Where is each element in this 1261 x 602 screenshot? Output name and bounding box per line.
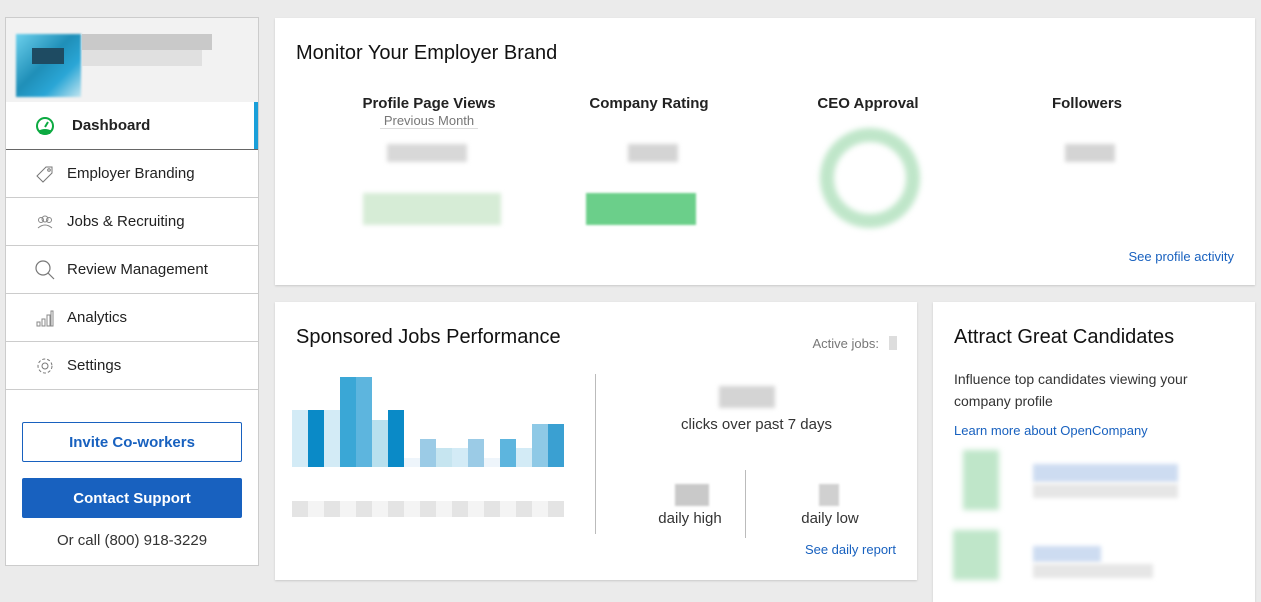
divider [595, 374, 596, 534]
stat-label: Company Rating [589, 95, 709, 112]
sidebar-item-label: Settings [67, 357, 122, 374]
sidebar-item-label: Analytics [67, 309, 128, 326]
chart-axis-label [516, 501, 532, 517]
sidebar-item-settings[interactable]: Settings [6, 342, 258, 390]
stat-ceo-approval: CEO Approval [768, 95, 968, 112]
redacted-value [628, 144, 678, 162]
chart-bar [548, 424, 564, 467]
invite-coworkers-button[interactable]: Invite Co-workers [22, 422, 242, 462]
people-icon [34, 211, 56, 233]
chart-axis-label [356, 501, 372, 517]
card-title: Sponsored Jobs Performance [296, 326, 561, 348]
chart-bar [468, 438, 484, 467]
stat-sublabel: Previous Month [379, 113, 479, 129]
chart-bar [404, 457, 420, 467]
chart-axis-label [388, 501, 404, 517]
sidebar-item-label: Employer Branding [67, 165, 195, 182]
chart-axis-label [404, 501, 420, 517]
sidebar-item-label: Jobs & Recruiting [67, 213, 185, 230]
daily-high-label: daily high [658, 510, 722, 527]
redacted-value [1065, 144, 1115, 162]
chart-axis-label [548, 501, 564, 517]
sidebar-item-review-management[interactable]: Review Management [6, 246, 258, 294]
chart-bar [308, 410, 324, 467]
chart-bar [324, 410, 340, 467]
redacted-row [1033, 464, 1178, 482]
divider [745, 470, 746, 538]
sidebar-item-label: Dashboard [72, 117, 151, 134]
chart-bar [372, 419, 388, 467]
chart-bar [340, 376, 356, 467]
redacted-value [819, 484, 839, 506]
chart-axis-label [452, 501, 468, 517]
company-logo [6, 18, 258, 102]
chart-axis-label [308, 501, 324, 517]
chart-bar [420, 438, 436, 467]
chart-bar [292, 410, 308, 467]
redacted-value [387, 144, 467, 162]
stat-followers: Followers [987, 95, 1187, 112]
redacted-row [963, 450, 999, 510]
see-daily-report-link[interactable]: See daily report [804, 542, 896, 557]
contact-support-button[interactable]: Contact Support [22, 478, 242, 518]
chart-bar [356, 376, 372, 467]
clicks-label: clicks over past 7 days [681, 416, 832, 433]
redacted-value [719, 386, 775, 408]
card-title: Monitor Your Employer Brand [296, 42, 558, 64]
redacted-count [889, 336, 897, 350]
chart-axis-label [372, 501, 388, 517]
stat-profile-views: Profile Page Views Previous Month [329, 95, 529, 130]
redacted-row [953, 530, 999, 580]
attract-candidates-card: Attract Great Candidates Influence top c… [933, 302, 1255, 602]
redacted-row [1033, 564, 1153, 578]
chart-axis-label [324, 501, 340, 517]
stat-company-rating: Company Rating [549, 95, 749, 112]
chart-axis-label [292, 501, 308, 517]
chart-axis-label [420, 501, 436, 517]
bar-chart-icon [34, 307, 56, 329]
stat-label: CEO Approval [817, 95, 919, 112]
chart-bar [436, 448, 452, 467]
chart-axis-label [532, 501, 548, 517]
daily-low-label: daily low [801, 510, 859, 527]
sidebar-item-jobs-recruiting[interactable]: Jobs & Recruiting [6, 198, 258, 246]
redacted-bar [363, 193, 501, 225]
redacted-row [1033, 546, 1101, 562]
see-profile-activity-link[interactable]: See profile activity [1128, 249, 1235, 264]
sidebar-item-employer-branding[interactable]: Employer Branding [6, 150, 258, 198]
learn-more-link[interactable]: Learn more about OpenCompany [954, 423, 1148, 438]
sidebar-item-dashboard[interactable]: Dashboard [6, 102, 258, 150]
redacted-bar [586, 193, 696, 225]
sidebar: Dashboard Employer Branding Jobs & Recru… [5, 17, 259, 566]
chart-axis-label [484, 501, 500, 517]
stat-label: Profile Page Views [362, 95, 496, 112]
chart-bar [516, 448, 532, 467]
gear-icon [34, 355, 56, 377]
chart-bar [388, 410, 404, 467]
chart-axis-label [436, 501, 452, 517]
attract-description: Influence top candidates viewing your co… [954, 371, 1188, 409]
chart-bar [452, 448, 468, 467]
search-icon [34, 259, 56, 281]
stat-label: Followers [1051, 95, 1122, 112]
tag-icon [34, 163, 56, 185]
card-title: Attract Great Candidates [954, 326, 1175, 348]
chart-bar [532, 424, 548, 467]
chart-axis-label [500, 501, 516, 517]
redacted-ring [820, 128, 920, 228]
chart-bar [484, 457, 500, 467]
support-phone: Or call (800) 918-3229 [56, 532, 208, 549]
sponsored-jobs-card: Sponsored Jobs Performance Active jobs: … [275, 302, 917, 580]
jobs-chart [292, 372, 566, 517]
gauge-icon [34, 115, 56, 137]
chart-axis-label [340, 501, 356, 517]
active-jobs-label: Active jobs: [812, 336, 879, 351]
employer-brand-card: Monitor Your Employer Brand Profile Page… [275, 18, 1255, 285]
redacted-row [1033, 484, 1178, 498]
chart-axis-label [468, 501, 484, 517]
chart-bar [500, 438, 516, 467]
sidebar-item-label: Review Management [67, 261, 208, 278]
redacted-value [675, 484, 709, 506]
sidebar-item-analytics[interactable]: Analytics [6, 294, 258, 342]
